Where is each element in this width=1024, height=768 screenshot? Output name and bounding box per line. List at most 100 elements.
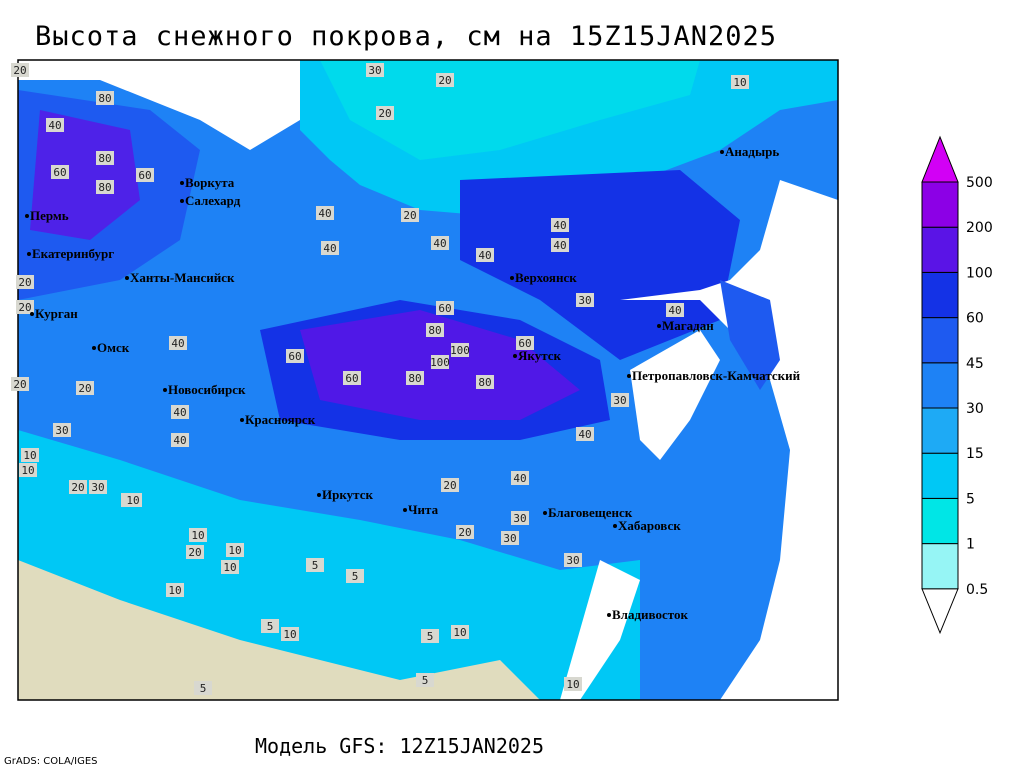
map	[17, 59, 839, 701]
contour-label-bg	[426, 323, 444, 337]
legend-cap-low	[921, 588, 959, 635]
contour-label: 20	[378, 107, 391, 120]
contour-label-bg	[436, 301, 454, 315]
city-dot	[513, 354, 517, 358]
contour-label-bg	[416, 673, 434, 687]
contour-label: 40	[318, 207, 331, 220]
city-label: Курган	[35, 306, 78, 321]
contour-label: 20	[403, 209, 416, 222]
contour-label: 80	[478, 376, 491, 389]
city-dot	[403, 508, 407, 512]
contour-label: 5	[352, 570, 359, 583]
city-dot	[607, 613, 611, 617]
contour-label: 60	[438, 302, 451, 315]
contour-label-bg	[169, 336, 187, 350]
contour-label-bg	[451, 625, 469, 639]
contour-label-bg	[576, 293, 594, 307]
contour-label-bg	[431, 236, 449, 250]
contour-label-bg	[366, 63, 384, 77]
contour-label: 10	[223, 561, 236, 574]
kamchatka	[720, 280, 780, 390]
legend-box	[921, 181, 959, 228]
contour-label-bg	[346, 569, 364, 583]
legend-label: 30	[966, 401, 984, 417]
city-label: Чита	[408, 502, 439, 517]
contour-label-bg	[19, 463, 37, 477]
contour-label: 60	[518, 337, 531, 350]
city-label: Ханты-Мансийск	[130, 270, 235, 285]
legend-label: 45	[966, 356, 984, 372]
legend-box	[921, 497, 959, 545]
city-dot	[92, 346, 96, 350]
contour-label-bg	[401, 208, 419, 222]
contour-label: 10	[21, 464, 34, 477]
legend-box	[921, 452, 959, 499]
contour-label: 40	[553, 219, 566, 232]
contour-label: 20	[71, 481, 84, 494]
contour-label-bg	[511, 511, 529, 525]
contour-label: 5	[312, 559, 319, 572]
city-label: Якутск	[518, 348, 562, 363]
contour-label-bg	[11, 63, 29, 77]
contour-label-bg	[576, 427, 594, 441]
contour-label-bg	[166, 583, 184, 597]
contour-label: 60	[288, 350, 301, 363]
contour-label-bg	[551, 218, 569, 232]
city-label: Новосибирск	[168, 382, 246, 397]
contour-label: 80	[408, 372, 421, 385]
contour-label-bg	[89, 480, 107, 494]
contour-label-bg	[516, 336, 534, 350]
contour-label: 20	[188, 546, 201, 559]
contour-label: 30	[368, 64, 381, 77]
contour-label: 5	[422, 674, 429, 687]
contour-label-bg	[281, 627, 299, 641]
urals-max	[30, 110, 140, 240]
contour-label: 10	[733, 76, 746, 89]
contour-label: 80	[98, 181, 111, 194]
barents-sea	[18, 60, 300, 150]
contour-label-bg	[501, 531, 519, 545]
city-dot	[240, 418, 244, 422]
contour-label-bg	[171, 433, 189, 447]
contour-label-bg	[731, 75, 749, 89]
contour-label: 40	[171, 337, 184, 350]
contour-label-bg	[564, 553, 582, 567]
city-label: Екатеринбург	[32, 246, 114, 261]
contour-label-bg	[376, 106, 394, 120]
contour-label: 40	[478, 249, 491, 262]
legend-label: 5	[966, 491, 975, 507]
contour-label: 20	[18, 301, 31, 314]
contour-label: 60	[345, 372, 358, 385]
contour-label-bg	[194, 681, 212, 695]
city-dot	[25, 214, 29, 218]
contour-label-bg	[261, 619, 279, 633]
contour-label: 40	[578, 428, 591, 441]
contour-label-bg	[436, 73, 454, 87]
contour-label: 40	[553, 239, 566, 252]
credit: GrADS: COLA/IGES	[4, 756, 98, 767]
contour-label-bg	[53, 423, 71, 437]
contour-label-bg	[286, 349, 304, 363]
city-dot	[30, 312, 34, 316]
contour-label: 20	[443, 479, 456, 492]
city-dot	[613, 524, 617, 528]
contour-label-bg	[611, 393, 629, 407]
contour-label-bg	[124, 493, 142, 507]
contour-label-bg	[551, 238, 569, 252]
city-dot	[163, 388, 167, 392]
contour-label: 100	[450, 344, 470, 357]
contour-label: 30	[578, 294, 591, 307]
city-dot	[657, 324, 661, 328]
contour-label-bg	[186, 545, 204, 559]
city-label: Владивосток	[612, 607, 688, 622]
contour-label-bg	[476, 375, 494, 389]
contour-label: 40	[433, 237, 446, 250]
city-dot	[627, 374, 631, 378]
contour-label: 10	[126, 494, 139, 507]
steppe-bare	[18, 560, 540, 700]
arctic-ice-light	[320, 60, 700, 160]
city-dot	[720, 150, 724, 154]
city-dot	[180, 181, 184, 185]
contour-label-bg	[16, 275, 34, 289]
